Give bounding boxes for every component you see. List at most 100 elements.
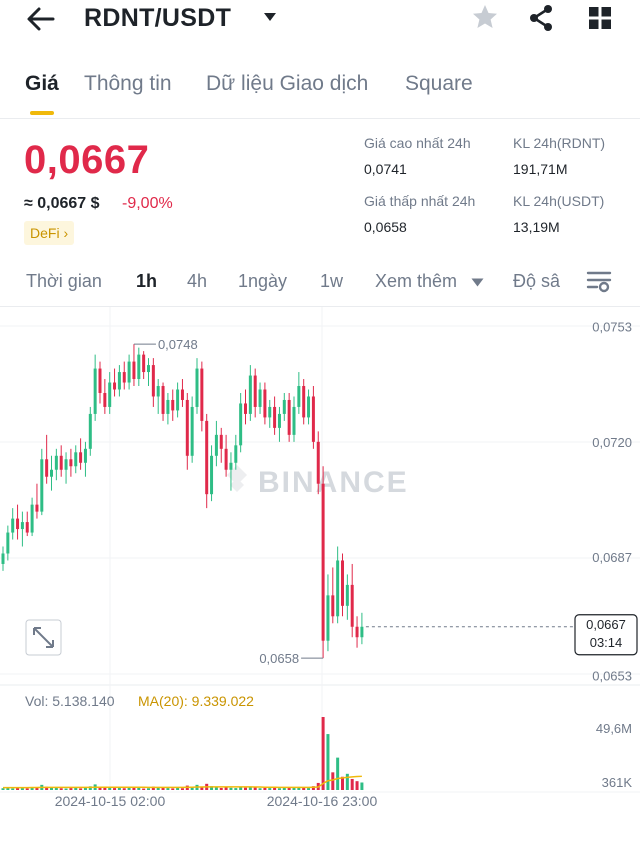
candle-series [1, 344, 364, 659]
volume-bar [282, 787, 286, 790]
volume-bar [79, 788, 83, 790]
expand-icon [33, 627, 54, 648]
candle-body [210, 455, 214, 495]
candle [307, 389, 311, 425]
volume-bar [35, 787, 39, 790]
candle-body [345, 584, 349, 606]
candle-body [219, 434, 223, 449]
divider [0, 306, 640, 307]
candle-body [156, 386, 160, 397]
candle-body [147, 365, 150, 373]
timeframe-4h[interactable]: 4h [187, 271, 208, 291]
volume-bar [20, 788, 24, 790]
star-icon[interactable] [471, 3, 499, 31]
volume-bar [360, 782, 364, 790]
timeframe-1day[interactable]: 1ngày [238, 271, 288, 291]
candle [185, 392, 189, 470]
grid-icon[interactable] [588, 6, 612, 30]
back-arrow-icon[interactable] [26, 6, 56, 32]
candle [239, 392, 243, 453]
candle-body [190, 406, 194, 456]
tab-bar: Giá Thông tin Dữ liệu Giao dịch Square [0, 72, 640, 116]
volume-axis-min: 361K [602, 775, 633, 790]
price-axis-tick: 0,0720 [592, 435, 632, 450]
volume-bar [287, 787, 291, 790]
volume-bar [103, 787, 107, 790]
fullscreen-button[interactable] [25, 619, 62, 656]
volume-bar [229, 787, 233, 790]
candle [35, 483, 39, 519]
volume-bar [263, 787, 267, 790]
candle-body [234, 445, 238, 463]
volume-ma-line [3, 775, 362, 789]
more-caret-icon[interactable] [471, 278, 484, 287]
candle-body [355, 626, 359, 638]
candle [20, 511, 24, 547]
candle-body [244, 403, 247, 414]
candle [40, 448, 44, 516]
watermark-text: BINANCE [258, 466, 409, 499]
caret-down-icon[interactable] [263, 12, 277, 22]
volume-bar [166, 788, 170, 790]
volume-bar [156, 787, 160, 790]
volume-bar [147, 788, 150, 790]
volume-bar [341, 776, 344, 790]
candle-body [142, 354, 146, 373]
candle-body [350, 584, 354, 627]
x-axis-label: 2024-10-15 02:00 [55, 793, 166, 809]
candle-body [341, 560, 344, 606]
binance-watermark [227, 465, 247, 492]
volume-bar [142, 788, 146, 790]
category-tag[interactable]: DeFi › [24, 221, 75, 245]
candle [326, 574, 330, 652]
candle [108, 372, 112, 414]
volume-bar [239, 786, 243, 790]
candle [142, 351, 146, 380]
candle-body [59, 455, 63, 470]
candle [59, 445, 63, 477]
candle [171, 389, 175, 421]
volume-bar [297, 786, 301, 790]
timeframe-time[interactable]: Thời gian [26, 271, 102, 291]
candle [253, 368, 257, 418]
candle [248, 365, 252, 421]
volume-bar [331, 772, 335, 790]
candle-body [253, 375, 257, 407]
candle-body [1, 553, 5, 564]
candle-body [108, 382, 112, 407]
tab-square[interactable]: Square [405, 72, 473, 95]
share-icon[interactable] [527, 4, 555, 32]
candle-body [321, 483, 325, 641]
top-bar: RDNT/USDT [0, 0, 640, 40]
candle-body [93, 368, 97, 414]
candle [16, 504, 20, 540]
candle [277, 406, 281, 442]
volume-bar [345, 773, 349, 790]
pair-title[interactable]: RDNT/USDT [84, 4, 232, 32]
timeframe-depth[interactable]: Độ sâ [513, 271, 561, 291]
candle-body [268, 406, 272, 418]
volume-bar [161, 787, 165, 790]
candle-body [331, 595, 335, 617]
tab-info[interactable]: Thông tin [84, 72, 172, 95]
timeframe-more[interactable]: Xem thêm [375, 271, 458, 291]
candle [311, 386, 315, 449]
volume-bar [88, 786, 92, 790]
volume-ma-label: MA(20): 9.339.022 [138, 693, 254, 709]
timeframe-1w[interactable]: 1w [320, 271, 344, 291]
candle-countdown: 03:14 [590, 635, 623, 650]
timeframe-1h[interactable]: 1h [136, 271, 158, 291]
volume-bar [83, 787, 87, 790]
tab-price[interactable]: Giá [25, 72, 59, 95]
price-axis-tick: 0,0653 [592, 669, 632, 684]
candle-body [64, 459, 68, 470]
candle-body [297, 386, 301, 407]
candle [166, 392, 170, 425]
tab-trading-data[interactable]: Dữ liệu Giao dịch [206, 72, 369, 95]
price-axis-tick: 0,0753 [592, 320, 632, 335]
volume-bar [190, 786, 194, 790]
candle [287, 392, 291, 442]
chart-settings-icon[interactable] [586, 270, 612, 294]
high-price-annotation: 0,0748 [158, 337, 198, 352]
